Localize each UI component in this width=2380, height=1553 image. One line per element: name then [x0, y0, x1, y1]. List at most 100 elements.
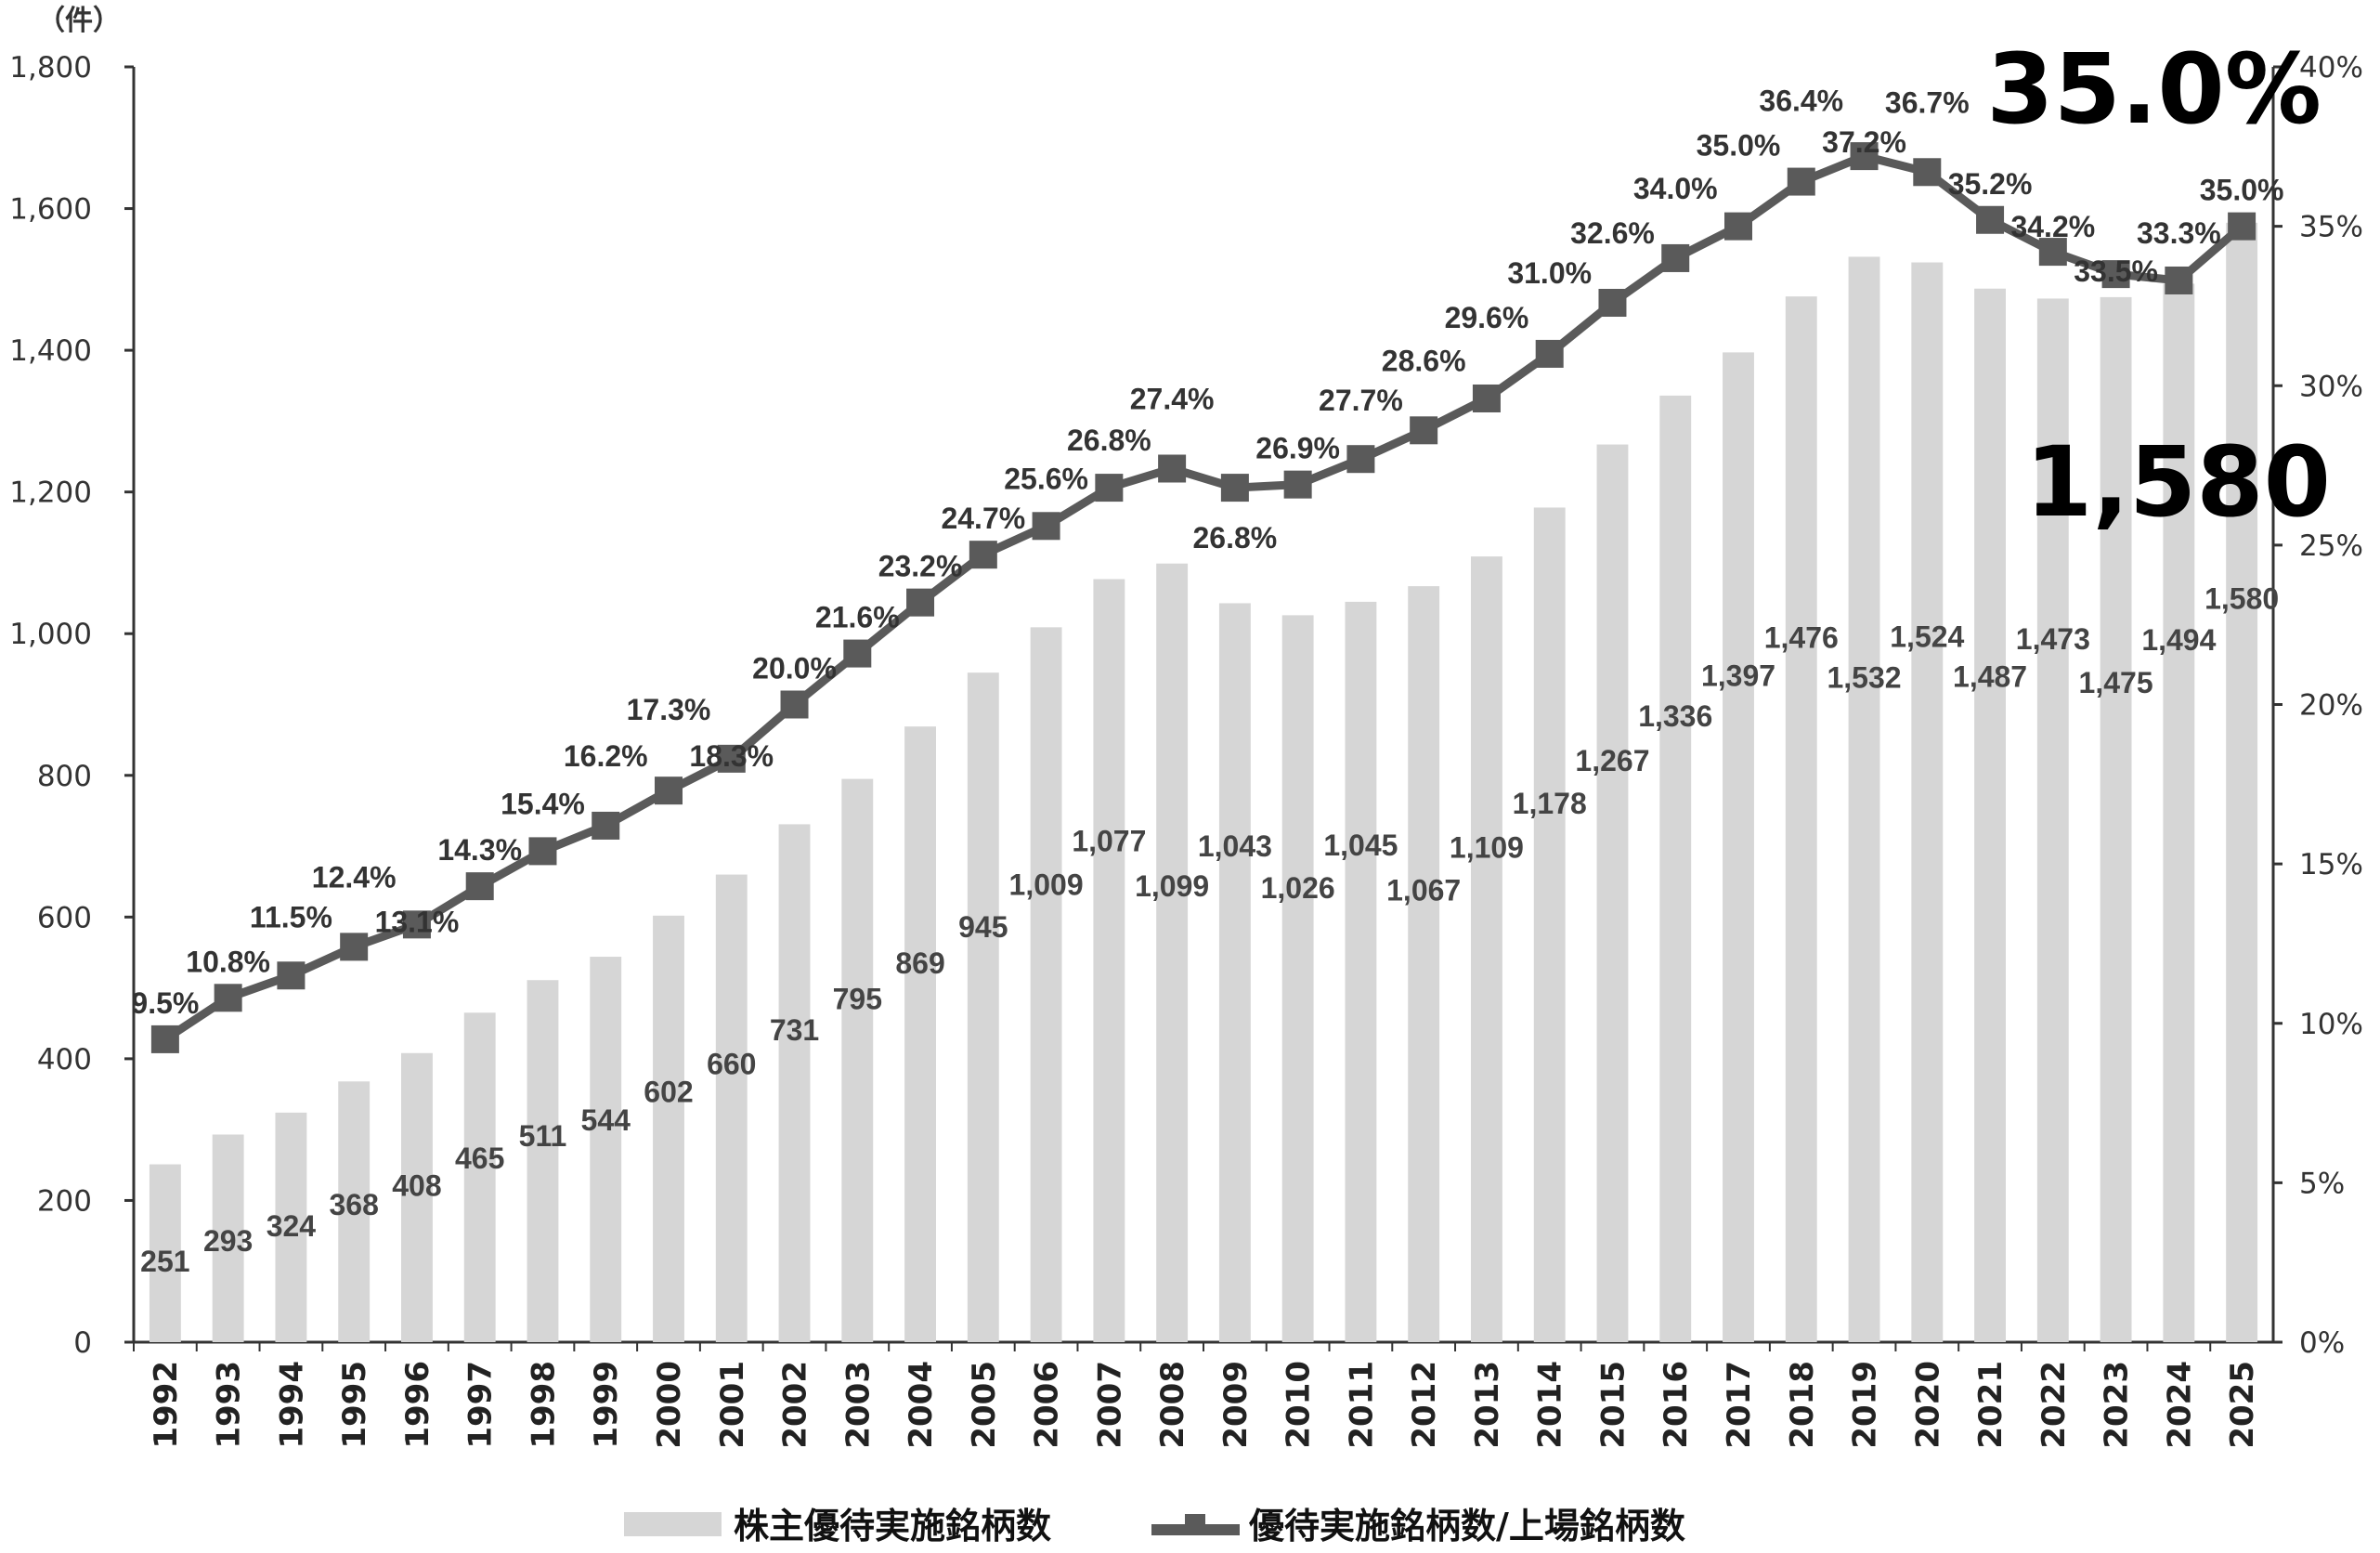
x-tick-label: 2020 — [1909, 1361, 1946, 1449]
x-tick-label: 2011 — [1343, 1361, 1380, 1449]
line-value-label: 18.3% — [689, 739, 774, 773]
line-marker — [1724, 212, 1752, 241]
bar-value-label: 368 — [329, 1188, 378, 1221]
line-marker — [402, 910, 431, 939]
bar — [2036, 298, 2069, 1342]
line-value-label: 36.7% — [1885, 85, 1970, 119]
x-tick-label: 2003 — [839, 1361, 877, 1449]
left-tick-label: 800 — [37, 760, 92, 793]
bar-value-label: 602 — [644, 1076, 693, 1109]
line-marker — [2165, 266, 2193, 294]
line-value-label: 12.4% — [312, 860, 397, 894]
bar — [1785, 296, 1817, 1342]
bar — [2163, 283, 2195, 1342]
right-tick-label: 40% — [2299, 51, 2363, 85]
bar-value-label: 1,494 — [2141, 623, 2216, 657]
x-tick-label: 2024 — [2161, 1361, 2198, 1449]
x-tick-label: 2007 — [1091, 1361, 1128, 1449]
line-value-label: 28.6% — [1382, 344, 1466, 377]
bar — [841, 778, 874, 1342]
bar-value-label: 544 — [581, 1103, 631, 1137]
right-tick-label: 10% — [2299, 1008, 2363, 1041]
bar-value-label: 1,099 — [1135, 869, 1209, 903]
line-marker — [1095, 474, 1124, 502]
left-tick-label: 1,000 — [9, 618, 92, 651]
bar — [1218, 603, 1251, 1342]
bar — [1030, 627, 1062, 1342]
right-tick-label: 35% — [2299, 211, 2363, 244]
bar — [1596, 444, 1629, 1342]
bar-value-label: 1,009 — [1009, 868, 1084, 902]
line-value-label: 14.3% — [437, 833, 522, 867]
line-marker — [717, 744, 746, 773]
bar-value-label: 1,397 — [1701, 659, 1775, 692]
x-tick-label: 2002 — [777, 1361, 814, 1449]
bar-value-label: 945 — [958, 910, 1008, 944]
bar-value-label: 1,473 — [2016, 622, 2090, 656]
x-tick-label: 2015 — [1594, 1361, 1632, 1449]
bar — [1281, 615, 1314, 1342]
line-value-label: 27.7% — [1319, 384, 1403, 417]
bar — [653, 915, 684, 1342]
bar-value-label: 293 — [203, 1224, 253, 1258]
line-marker — [1535, 339, 1564, 368]
bar — [1659, 395, 1692, 1342]
x-tick-label: 2006 — [1029, 1361, 1066, 1449]
x-tick-label: 1997 — [462, 1361, 500, 1449]
bar-value-label: 1,267 — [1575, 744, 1649, 777]
line-marker — [592, 811, 620, 840]
line-marker — [2101, 260, 2130, 289]
line-value-label: 37.2% — [1822, 125, 1906, 159]
bar-value-label: 795 — [833, 983, 882, 1016]
right-tick-label: 30% — [2299, 370, 2363, 403]
bar — [212, 1134, 244, 1342]
line-value-label: 20.0% — [752, 652, 837, 685]
line-marker — [843, 639, 872, 668]
line-marker — [1661, 243, 1690, 272]
bar-series — [149, 222, 2258, 1343]
line-value-label: 13.1% — [375, 905, 460, 938]
highlight-percent: 35.0% — [1986, 33, 2321, 146]
bar-value-label: 1,109 — [1450, 831, 1524, 865]
legend-bar-label: 株主優待実施銘柄数 — [734, 1506, 1051, 1546]
right-tick-label: 15% — [2299, 848, 2363, 881]
line-value-label: 33.5% — [2074, 254, 2158, 288]
right-tick-label: 20% — [2299, 689, 2363, 723]
ratio-line — [163, 151, 2245, 1043]
line-marker — [1598, 289, 1627, 318]
bar — [401, 1052, 433, 1342]
line-marker — [340, 933, 369, 961]
bar — [967, 672, 999, 1342]
line-marker — [150, 1024, 179, 1053]
line-marker — [214, 984, 242, 1012]
left-tick-label: 0 — [73, 1326, 92, 1360]
bar — [463, 1012, 496, 1342]
bar — [338, 1081, 371, 1342]
left-tick-label: 1,200 — [9, 476, 92, 510]
line-marker — [1410, 416, 1438, 445]
x-tick-label: 2012 — [1406, 1361, 1443, 1449]
bar-value-label: 465 — [455, 1142, 504, 1175]
x-tick-label: 1998 — [525, 1361, 562, 1449]
line-marker — [780, 690, 809, 719]
bar — [590, 957, 622, 1342]
bar — [2100, 296, 2132, 1342]
right-tick-label: 5% — [2299, 1167, 2345, 1200]
line-value-label: 26.8% — [1193, 521, 1278, 555]
bar — [527, 980, 559, 1342]
bar-value-label: 1,475 — [2079, 666, 2153, 699]
line-marker — [2228, 212, 2256, 241]
line-value-label: 17.3% — [627, 693, 711, 726]
x-tick-label: 2021 — [1972, 1361, 2009, 1449]
right-tick-label: 0% — [2299, 1326, 2345, 1360]
bar — [1156, 563, 1189, 1342]
x-tick-label: 1995 — [336, 1361, 373, 1449]
line-value-label: 25.6% — [1004, 462, 1088, 495]
line-value-label: 35.2% — [1948, 167, 2033, 201]
bar — [1408, 586, 1440, 1342]
bar — [904, 726, 936, 1342]
legend-line-label: 優待実施銘柄数/上場銘柄数 — [1248, 1506, 1685, 1546]
bar-value-label: 1,043 — [1198, 829, 1272, 863]
line-value-label: 31.0% — [1507, 256, 1592, 290]
line-value-label: 36.4% — [1759, 85, 1843, 118]
